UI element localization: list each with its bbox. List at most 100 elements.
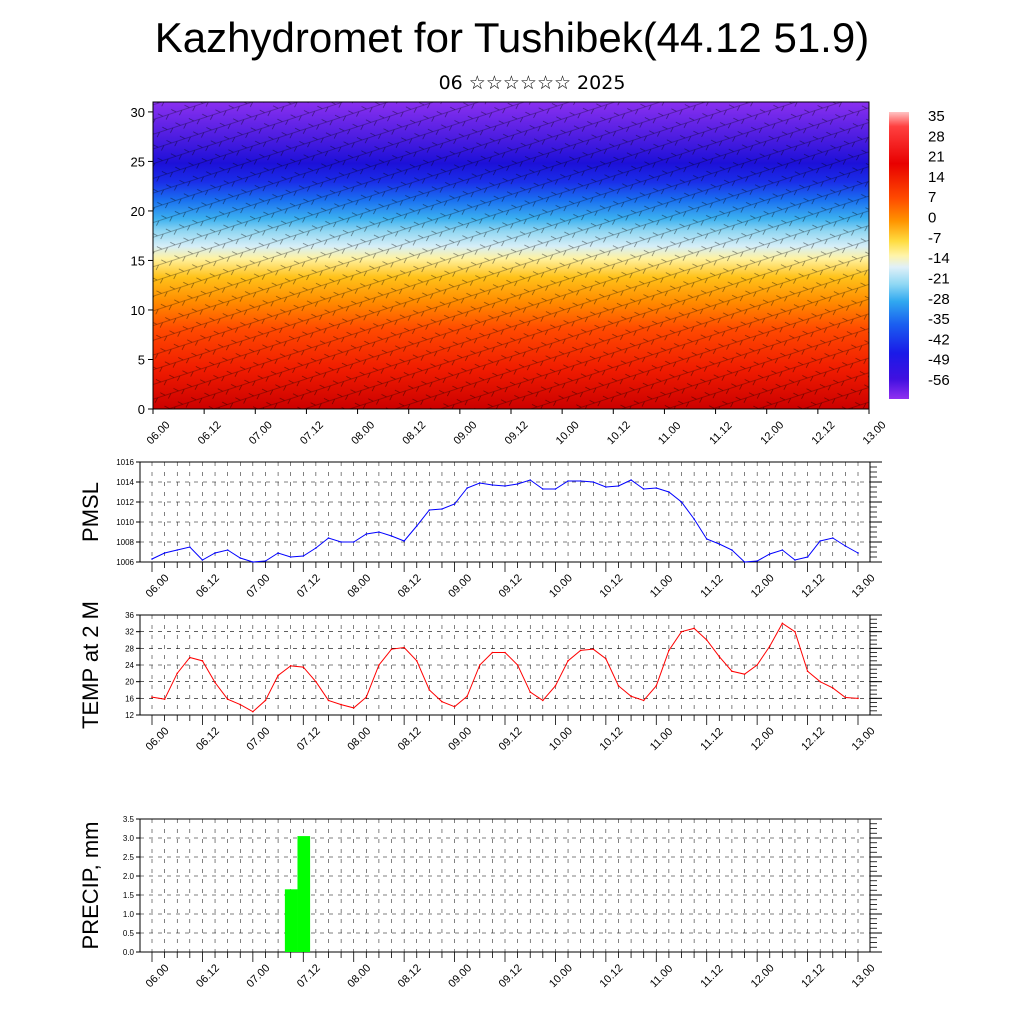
x-tick-label: 10.12 xyxy=(597,572,625,600)
temp-point xyxy=(151,696,153,698)
y-tick-label: 3.5 xyxy=(123,815,135,824)
temp-point xyxy=(428,689,431,691)
pmsl-point xyxy=(668,491,670,493)
temp-point xyxy=(781,622,784,625)
pmsl-point xyxy=(403,540,405,542)
temp-point xyxy=(365,696,368,698)
y-tick-label: 1006 xyxy=(116,558,134,567)
x-tick-label: 08.00 xyxy=(345,725,373,753)
x-tick-label: 12.00 xyxy=(749,572,777,600)
temp-point xyxy=(831,687,834,689)
pmsl-point xyxy=(491,484,494,486)
temp-point xyxy=(176,672,179,675)
heatmap-x-tick-label: 13.00 xyxy=(861,419,889,447)
y-axis-label: PRECIP, mm xyxy=(78,822,103,950)
colorbar-label: -42 xyxy=(928,331,950,348)
temp-point xyxy=(554,685,557,687)
x-tick-label: 08.12 xyxy=(396,572,424,600)
y-tick-label: 1008 xyxy=(116,538,134,547)
heatmap-x-tick-label: 06.00 xyxy=(145,419,173,447)
heatmap-y-tick-label: 30 xyxy=(131,105,145,120)
pmsl-point xyxy=(781,549,784,551)
y-axis-label: TEMP at 2 M xyxy=(78,601,103,729)
colorbar-label: 14 xyxy=(928,169,945,186)
y-tick-label: 1.5 xyxy=(123,891,135,900)
y-tick-label: 36 xyxy=(125,611,134,620)
temp-panel: 12 16 20 24 28 32 36 06.00 06.12 07.00 07.12 08.00 0… xyxy=(78,601,882,753)
colorbar-label: 28 xyxy=(928,128,945,145)
y-tick-label: 32 xyxy=(125,628,134,637)
x-tick-label: 10.12 xyxy=(597,725,625,753)
y-tick-label: 0.5 xyxy=(123,929,135,938)
heatmap-y-tick-label: 20 xyxy=(131,204,145,219)
pmsl-point xyxy=(415,525,418,527)
pmsl-panel: 1006 1008 1010 1012 1014 1016 06.00 06.12 07.00 0… xyxy=(78,458,882,600)
x-tick-label: 09.12 xyxy=(497,725,525,753)
temp-point xyxy=(252,710,254,713)
temp-point xyxy=(844,696,847,699)
precip-bar xyxy=(284,889,298,952)
x-tick-label: 08.00 xyxy=(345,962,373,990)
y-tick-label: 3.0 xyxy=(123,834,135,843)
heatmap-y-tick-label: 5 xyxy=(138,352,145,367)
pmsl-point xyxy=(504,485,506,487)
x-tick-label: 13.00 xyxy=(850,725,878,753)
heatmap-x-axis: 06.00 06.12 07.00 07.12 08.00 08.12 09.00 09.12… xyxy=(145,409,889,447)
pmsl-point xyxy=(201,559,204,561)
temp-point xyxy=(705,639,708,641)
temp-point xyxy=(617,685,620,687)
precip-bar xyxy=(297,836,311,952)
heatmap-x-tick-label: 11.12 xyxy=(707,420,734,447)
y-axis-label: PMSL xyxy=(78,482,103,542)
temp-point xyxy=(655,685,658,687)
temp-point xyxy=(743,673,746,675)
pmsl-point xyxy=(516,483,519,485)
y-tick-label: 1.0 xyxy=(123,910,135,919)
pmsl-point xyxy=(277,552,279,554)
pmsl-point xyxy=(542,488,544,490)
x-tick-label: 07.12 xyxy=(295,962,323,990)
colorbar-label: 35 xyxy=(928,108,945,125)
temp-point xyxy=(453,705,456,708)
x-tick-label: 11.00 xyxy=(648,963,675,990)
pmsl-point xyxy=(806,556,809,558)
temp-point xyxy=(189,656,191,659)
heatmap-y-tick-label: 25 xyxy=(131,154,145,169)
temp-point xyxy=(806,670,809,673)
x-tick-label: 07.00 xyxy=(244,725,272,753)
temp-point xyxy=(857,697,859,700)
x-tick-label: 09.00 xyxy=(446,725,474,753)
temp-point xyxy=(693,627,695,630)
colorbar-label: -49 xyxy=(928,352,950,369)
x-tick-label: 12.12 xyxy=(799,725,827,753)
temp-point xyxy=(289,665,292,667)
pmsl-point xyxy=(390,535,393,537)
x-tick-label: 10.00 xyxy=(547,572,575,600)
x-tick-label: 13.00 xyxy=(850,962,878,990)
x-tick-label: 09.00 xyxy=(446,572,474,600)
pmsl-point xyxy=(289,556,292,558)
pmsl-point xyxy=(617,485,620,487)
x-tick-label: 11.12 xyxy=(698,726,725,753)
heatmap-y-tick-label: 15 xyxy=(131,253,145,268)
y-tick-label: 12 xyxy=(125,711,134,720)
temp-point xyxy=(718,655,721,658)
x-tick-label: 09.12 xyxy=(497,572,525,600)
temp-point xyxy=(264,699,267,702)
temp-point xyxy=(239,703,242,706)
temp-point xyxy=(315,680,317,683)
x-tick-label: 11.12 xyxy=(698,963,725,990)
heatmap-x-tick-label: 09.00 xyxy=(451,419,479,447)
colorbar-label: -35 xyxy=(928,311,950,328)
heatmap-x-tick-label: 10.12 xyxy=(605,419,633,447)
x-tick-label: 12.12 xyxy=(799,572,827,600)
temp-point xyxy=(478,664,481,666)
pmsl-point xyxy=(794,559,796,561)
pmsl-point xyxy=(756,560,758,562)
pmsl-point xyxy=(453,503,456,505)
pmsl-point xyxy=(642,488,645,490)
temp-point xyxy=(466,695,468,698)
temp-point xyxy=(731,670,733,673)
pmsl-point xyxy=(693,518,695,520)
